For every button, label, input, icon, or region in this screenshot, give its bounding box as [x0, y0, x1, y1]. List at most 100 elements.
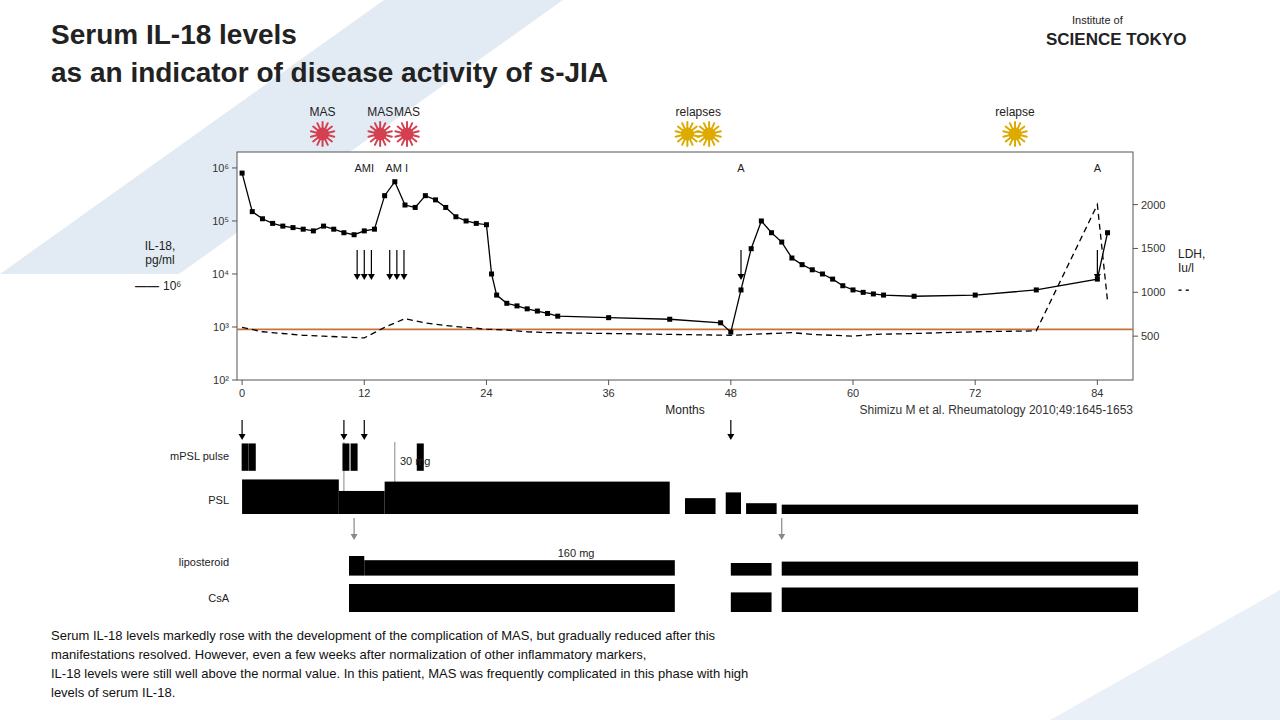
starburst-ray: [1006, 127, 1011, 131]
arrow: [357, 250, 358, 275]
axes: 01224364860728410²10³10⁴10⁵10⁶5001000150…: [212, 162, 1165, 399]
x-tick-label: 48: [725, 387, 737, 399]
starburst-ray: [368, 131, 374, 132]
marker: [352, 232, 357, 237]
treatment-bar: [385, 482, 670, 514]
starburst: [368, 122, 391, 146]
treatment-bar: [349, 556, 364, 576]
arrow-head: [361, 434, 368, 440]
marker: [667, 317, 672, 322]
x-axis-label: Months: [665, 403, 704, 417]
starburst-ray: [1014, 122, 1016, 128]
starburst-ray: [692, 138, 697, 142]
marker: [413, 205, 418, 210]
marker: [535, 309, 540, 314]
body-text-line: Serum IL-18 levels markedly rose with th…: [51, 628, 716, 643]
marker: [779, 240, 784, 245]
starburst-ray: [385, 127, 390, 131]
y2-tick-label: 1500: [1141, 242, 1165, 254]
arrow-group: A: [737, 162, 745, 280]
chart: Serum IL-18 levelsas an indicator of dis…: [0, 0, 1280, 720]
event-label: MAS: [367, 105, 393, 119]
event-label: relapse: [995, 105, 1035, 119]
y-tick: [232, 273, 237, 274]
arrow-head: [393, 274, 400, 280]
marker: [606, 315, 611, 320]
y-axis-label: IL-18,pg/ml: [145, 239, 176, 267]
x-tick-label: 60: [847, 387, 859, 399]
x-tick: [853, 380, 854, 385]
starburst: [676, 122, 699, 146]
y2-tick: [1133, 336, 1138, 337]
x-tick-label: 24: [480, 387, 492, 399]
marker: [240, 171, 245, 176]
starburst-ray: [700, 127, 705, 131]
marker: [749, 246, 754, 251]
y-tick: [232, 326, 237, 327]
starburst-core: [374, 128, 387, 141]
panel-data: [242, 442, 1138, 514]
x-tick-label: 12: [358, 387, 370, 399]
marker: [1034, 287, 1039, 292]
starburst-ray: [704, 139, 707, 144]
annotation: 10⁶: [163, 279, 181, 293]
y2-tick: [1133, 248, 1138, 249]
arrow-head: [1094, 274, 1101, 280]
starburst-ray: [1014, 140, 1016, 146]
starburst-ray: [1006, 138, 1011, 142]
starburst-ray: [395, 131, 401, 132]
treatment-bar: [339, 491, 385, 514]
starburst-ray: [313, 138, 318, 142]
y-tick-label: 10³: [213, 321, 229, 333]
y2-tick-label: 500: [1141, 330, 1159, 342]
marker: [372, 227, 377, 232]
starburst-ray: [1020, 127, 1025, 131]
arrow-head: [738, 274, 745, 280]
x-tick-label: 84: [1091, 387, 1103, 399]
y-tick-label: 10⁶: [212, 162, 229, 174]
x-tick: [364, 380, 365, 385]
starburst-ray: [715, 135, 721, 136]
starburst-core: [703, 128, 716, 141]
starburst-ray: [398, 127, 403, 131]
arrow-head: [351, 534, 358, 540]
starburst-ray: [686, 140, 688, 146]
x-tick: [975, 380, 976, 385]
marker: [769, 230, 774, 235]
starburst-ray: [678, 138, 683, 142]
marker: [515, 303, 520, 308]
starburst-ray: [402, 123, 405, 128]
x-tick: [608, 380, 609, 385]
treatment-bar: [782, 562, 1138, 576]
starburst-ray: [704, 123, 707, 128]
starburst-ray: [1018, 123, 1021, 128]
starburst-core: [1009, 128, 1022, 141]
starburst-ray: [386, 131, 392, 132]
starburst-ray: [1010, 139, 1013, 144]
starburst-ray: [375, 123, 378, 128]
starburst-ray: [383, 139, 386, 144]
y2-tick: [1133, 204, 1138, 205]
starburst-ray: [398, 138, 403, 142]
arrow: [781, 518, 782, 535]
marker: [912, 294, 917, 299]
title: Serum IL-18 levels: [51, 19, 297, 50]
starburst-ray: [690, 139, 693, 144]
y-axis-label-line: IL-18,: [145, 239, 176, 253]
treatment-bar: [685, 498, 716, 514]
marker: [861, 290, 866, 295]
arrow-head: [778, 534, 785, 540]
starburst-ray: [410, 123, 413, 128]
starburst-ray: [327, 127, 332, 131]
starburst-ray: [325, 139, 328, 144]
body-text-line: IL-18 levels were still well above the n…: [51, 666, 748, 681]
starburst: [697, 122, 720, 146]
marker: [280, 224, 285, 229]
y-tick: [232, 167, 237, 168]
y2-axis-label-line: LDH,: [1178, 247, 1205, 261]
starburst-ray: [712, 123, 715, 128]
marker: [474, 221, 479, 226]
starburst-ray: [412, 127, 417, 131]
series-line: [242, 173, 1107, 332]
pulse-bar: [342, 443, 349, 470]
